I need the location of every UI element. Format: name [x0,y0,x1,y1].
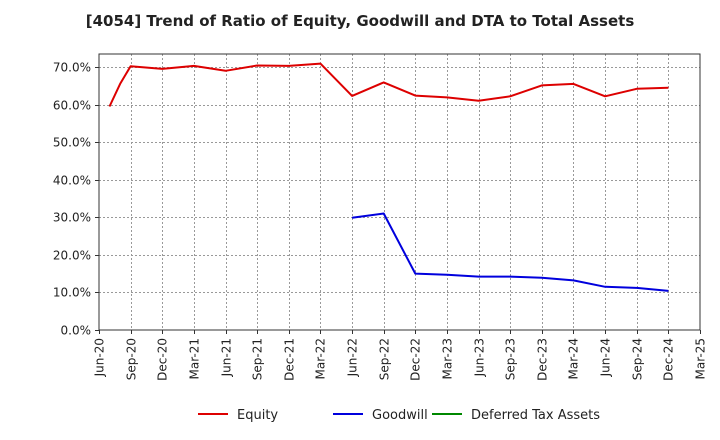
series-line-goodwill [351,212,669,292]
x-tick-label: Dec-21 [283,338,297,381]
x-tick-label: Jun-24 [599,338,613,377]
series-lines [108,62,669,292]
y-tick-label: 70.0% [53,61,91,75]
x-tick-label: Sep-24 [631,338,645,380]
x-tick-label: Jun-22 [346,338,360,377]
legend-label-goodwill: Goodwill [372,408,428,423]
legend-label-equity: Equity [237,408,278,423]
y-tick-label: 10.0% [53,286,91,300]
y-tick-label: 30.0% [53,211,91,225]
y-tick-label: 0.0% [61,324,92,338]
x-tick-label: Mar-23 [441,338,455,379]
x-tick-label: Dec-20 [156,338,170,381]
y-tick-label: 50.0% [53,136,91,150]
x-tick-label: Dec-22 [409,338,423,381]
x-tick-label: Mar-24 [567,338,581,379]
x-tick-label: Sep-22 [378,338,392,380]
x-tick-label: Dec-24 [662,338,676,381]
axes: 0.0% 10.0% 20.0% 30.0% 40.0% 50.0% 60.0% 70.0% J… [53,53,708,381]
x-tick-label: Sep-23 [504,338,518,380]
x-tick-label: Jun-20 [93,338,107,377]
plot-frame [98,53,701,331]
y-tick-label: 40.0% [53,174,91,188]
x-tick-label: Mar-22 [314,338,328,379]
x-tick-label: Jun-21 [220,338,234,377]
x-tick-label: Sep-20 [125,338,139,380]
x-tick-label: Mar-25 [694,338,708,379]
legend-label-deferred-tax-assets: Deferred Tax Assets [471,408,600,423]
legend: Equity Goodwill Deferred Tax Assets [198,408,600,423]
x-tick-label: Dec-23 [536,338,550,381]
x-tick-label: Mar-21 [188,338,202,379]
y-tick-label: 20.0% [53,249,91,263]
x-tick-label: Jun-23 [473,338,487,377]
y-tick-label: 60.0% [53,99,91,113]
grid-lines [99,54,700,330]
series-line-equity [108,62,669,107]
x-tick-label: Sep-21 [251,338,265,380]
chart-title: [4054] Trend of Ratio of Equity, Goodwil… [85,12,635,30]
